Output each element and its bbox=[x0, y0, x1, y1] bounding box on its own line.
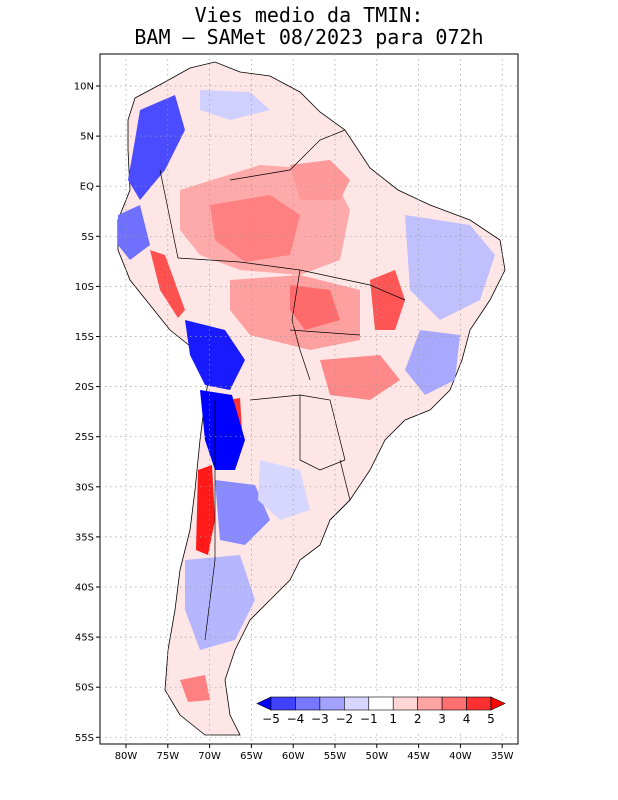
colorbar-segment bbox=[368, 696, 394, 711]
latitude-label: 45S bbox=[75, 633, 94, 644]
country-borders bbox=[159, 129, 406, 641]
colorbar-segment bbox=[441, 696, 467, 711]
longitude-label: 65W bbox=[240, 751, 263, 762]
latitude-labels: 10N 5N EQ 5S 10S 15S 20S 25S 30S 35S 40S 45S 50S 55S bbox=[74, 82, 94, 744]
ecuador-cold-bias bbox=[118, 205, 150, 260]
longitude-labels: 80W 75W 70W 65W 60W 55W 50W 45W 40W 35W bbox=[115, 751, 514, 762]
colorbar-label: −2 bbox=[335, 712, 353, 726]
latitude-label: 20S bbox=[75, 382, 94, 393]
latitude-label: 35S bbox=[75, 532, 94, 543]
continent-layer bbox=[117, 61, 506, 736]
colombia-cold-bias bbox=[128, 95, 185, 200]
latitude-label: 5S bbox=[81, 232, 94, 243]
patagonia-cold-bias bbox=[185, 555, 255, 650]
southeast-warm-bias bbox=[320, 355, 400, 400]
colorbar-segment bbox=[344, 696, 370, 711]
latitude-label: 10S bbox=[75, 282, 94, 293]
longitude-label: 35W bbox=[491, 751, 514, 762]
latitude-label: 5N bbox=[80, 132, 94, 143]
longitude-label: 45W bbox=[407, 751, 430, 762]
latitude-label: 25S bbox=[75, 432, 94, 443]
longitude-label: 40W bbox=[449, 751, 472, 762]
latitude-label: 50S bbox=[75, 683, 94, 694]
colorbar: −5 −4 −3 −2 −1 1 2 3 4 5 bbox=[253, 691, 509, 731]
cerrado-warm-bias bbox=[370, 270, 405, 330]
andes-warm-stripe bbox=[196, 465, 215, 555]
latitude-label: 30S bbox=[75, 482, 94, 493]
colorbar-segment bbox=[417, 696, 443, 711]
longitude-label: 70W bbox=[198, 751, 221, 762]
venezuela-cold bbox=[200, 90, 270, 120]
colorbar-label: −1 bbox=[360, 712, 378, 726]
colorbar-label: −3 bbox=[311, 712, 329, 726]
map-title-line1: Vies medio da TMIN: bbox=[194, 3, 424, 27]
colorbar-segment bbox=[466, 696, 492, 711]
latitude-label: EQ bbox=[80, 182, 94, 193]
colorbar-segment bbox=[270, 696, 296, 711]
colorbar-label: −4 bbox=[287, 712, 305, 726]
colorbar-segment bbox=[319, 696, 345, 711]
colorbar-segment bbox=[295, 696, 321, 711]
latitude-label: 10N bbox=[74, 82, 94, 93]
longitude-label: 50W bbox=[365, 751, 388, 762]
east-brazil-cold bbox=[405, 330, 460, 395]
central-strong-warm bbox=[290, 285, 340, 330]
latitude-label: 40S bbox=[75, 583, 94, 594]
longitude-label: 60W bbox=[282, 751, 305, 762]
amazon-core-warm-bias bbox=[210, 195, 300, 262]
colorbar-label: 5 bbox=[487, 712, 495, 726]
northeast-brazil-cold bbox=[405, 215, 495, 320]
colorbar-segment bbox=[392, 696, 418, 711]
longitude-label: 55W bbox=[324, 751, 347, 762]
colorbar-label: −5 bbox=[262, 712, 280, 726]
colorbar-high-arrow bbox=[490, 696, 506, 711]
patagonia-warm-spot bbox=[180, 675, 210, 702]
argentina-pampa-cold bbox=[258, 460, 310, 520]
map-title-line2: BAM – SAMet 08/2023 para 072h bbox=[134, 25, 484, 49]
colorbar-label: 4 bbox=[463, 712, 471, 726]
longitude-label: 80W bbox=[115, 751, 138, 762]
longitude-label: 75W bbox=[156, 751, 179, 762]
central-argentina-cold bbox=[215, 480, 270, 545]
colorbar-label: 1 bbox=[389, 712, 397, 726]
latitude-label: 15S bbox=[75, 332, 94, 343]
colorbar-label: 2 bbox=[414, 712, 422, 726]
chile-argentina-cold-bias bbox=[200, 390, 245, 470]
latitude-label: 55S bbox=[75, 733, 94, 744]
graticule bbox=[96, 54, 518, 748]
bolivia-andes-cold-bias bbox=[185, 320, 245, 390]
colorbar-label: 3 bbox=[438, 712, 446, 726]
